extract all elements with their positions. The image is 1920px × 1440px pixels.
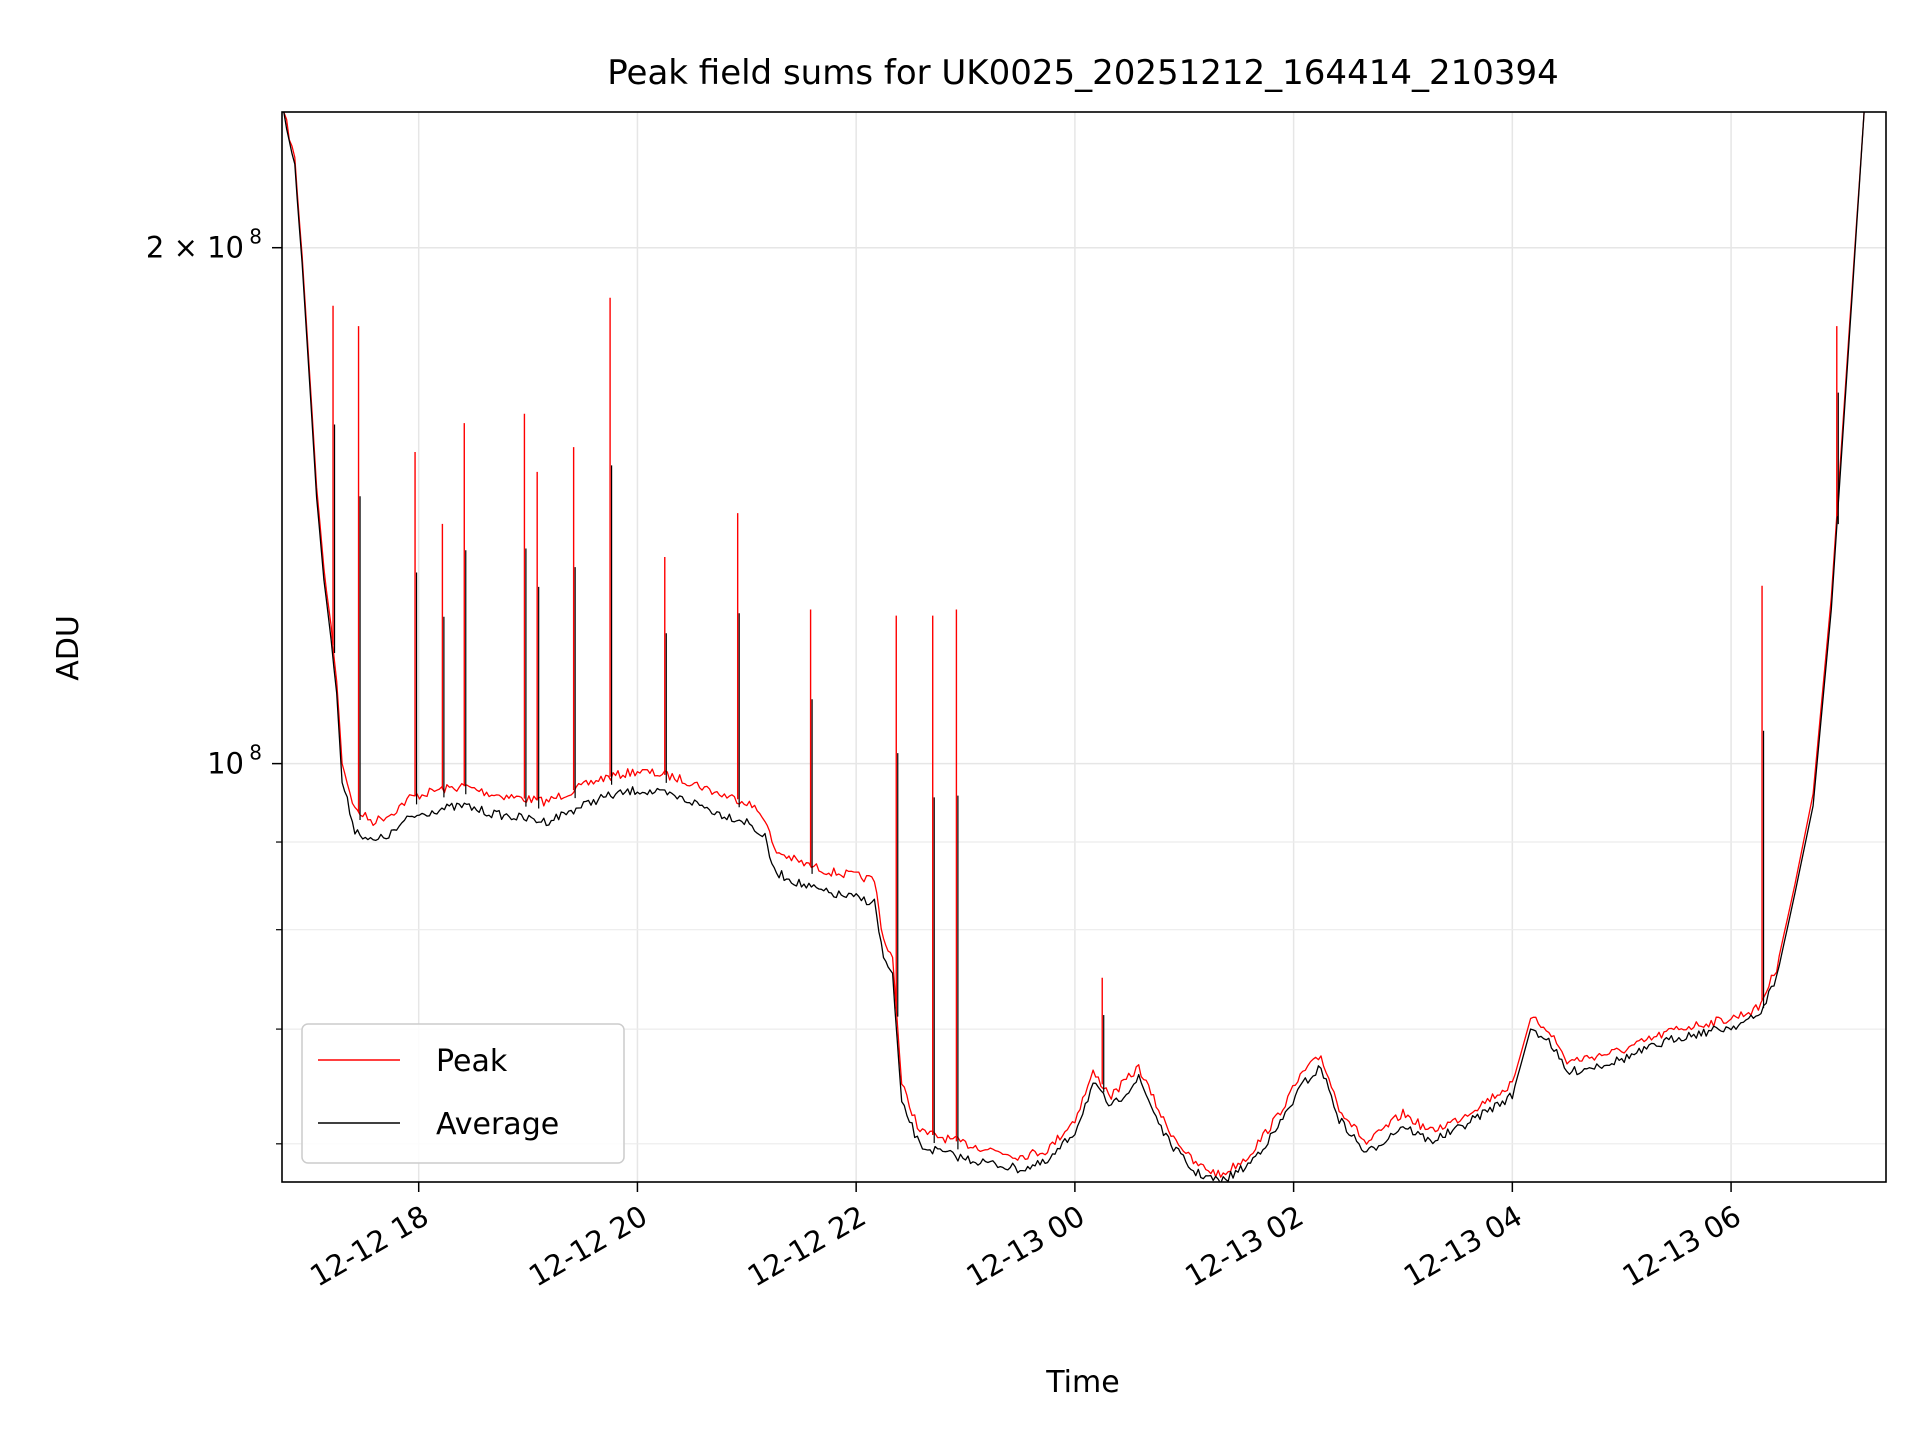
legend-label-peak: Peak xyxy=(436,1044,508,1079)
series-line-peak xyxy=(283,112,1865,1178)
series-line-average xyxy=(283,112,1865,1182)
legend: Peak Average xyxy=(301,1023,625,1164)
x-axis-label: Time xyxy=(1045,1365,1119,1400)
y-tick-exponent: 8 xyxy=(249,225,262,249)
y-tick-label: 2 × 10 xyxy=(146,231,244,265)
series-layer xyxy=(283,112,1865,1182)
y-axis-label: ADU xyxy=(51,615,86,681)
legend-label-average: Average xyxy=(436,1107,559,1142)
chart-title: Peak field sums for UK0025_20251212_1644… xyxy=(607,53,1559,93)
y-tick-label: 10 xyxy=(207,747,244,781)
plot-frame xyxy=(281,111,1887,1183)
legend-box xyxy=(301,1023,625,1164)
y-tick-exponent: 8 xyxy=(249,741,262,765)
